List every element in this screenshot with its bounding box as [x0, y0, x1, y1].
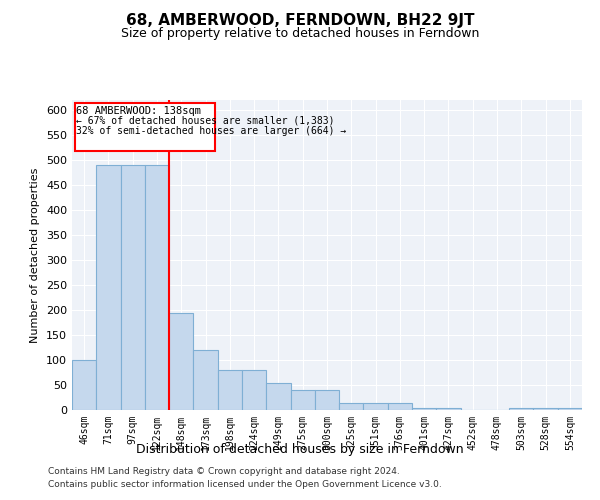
Bar	[193, 350, 218, 410]
Bar	[96, 165, 121, 410]
Bar	[218, 370, 242, 410]
Text: 32% of semi-detached houses are larger (664) →: 32% of semi-detached houses are larger (…	[76, 126, 346, 136]
Bar	[558, 408, 582, 410]
Bar	[169, 312, 193, 410]
Bar	[315, 390, 339, 410]
Bar	[72, 360, 96, 410]
Bar	[145, 165, 169, 410]
Text: Contains HM Land Registry data © Crown copyright and database right 2024.: Contains HM Land Registry data © Crown c…	[48, 468, 400, 476]
Bar	[533, 408, 558, 410]
Text: 68, AMBERWOOD, FERNDOWN, BH22 9JT: 68, AMBERWOOD, FERNDOWN, BH22 9JT	[126, 12, 474, 28]
Bar	[436, 408, 461, 410]
Bar	[388, 402, 412, 410]
Text: 68 AMBERWOOD: 138sqm: 68 AMBERWOOD: 138sqm	[76, 106, 201, 116]
Text: Contains public sector information licensed under the Open Government Licence v3: Contains public sector information licen…	[48, 480, 442, 489]
FancyBboxPatch shape	[74, 103, 215, 151]
Bar	[242, 370, 266, 410]
Text: ← 67% of detached houses are smaller (1,383): ← 67% of detached houses are smaller (1,…	[76, 116, 335, 126]
Bar	[121, 165, 145, 410]
Bar	[290, 390, 315, 410]
Y-axis label: Number of detached properties: Number of detached properties	[31, 168, 40, 342]
Bar	[364, 402, 388, 410]
Text: Size of property relative to detached houses in Ferndown: Size of property relative to detached ho…	[121, 28, 479, 40]
Bar	[339, 402, 364, 410]
Bar	[412, 408, 436, 410]
Text: Distribution of detached houses by size in Ferndown: Distribution of detached houses by size …	[136, 442, 464, 456]
Bar	[266, 382, 290, 410]
Bar	[509, 408, 533, 410]
